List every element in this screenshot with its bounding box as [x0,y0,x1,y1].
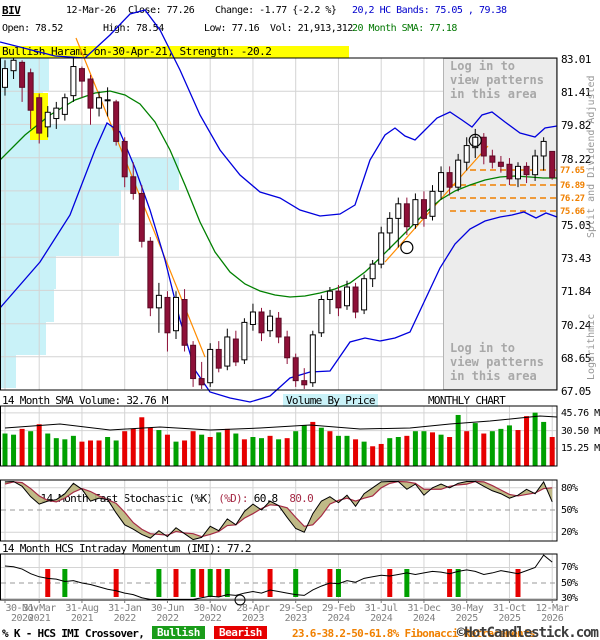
volume-panel-header: 14 Month SMA Volume: 32.76 M Volume By P… [0,394,557,407]
price-tick-label: 81.41 [561,86,591,99]
price-tick-label: 79.82 [561,119,591,132]
volume-by-price-label: Volume By Price [283,394,378,407]
stochastic-d-value: 80.0 [289,492,314,505]
date-tick-label: 31-Jul 2024 [364,603,399,624]
logarithmic-label: Logarithmic [586,313,597,380]
copyright-watermark: ©HotCandlestick.com [456,625,599,640]
fibonacci-level-label: 75.66 [560,207,585,217]
quote-header: BIV 12-Mar-26 Close: 77.26 Change: -1.77… [0,0,600,46]
price-tick-label: 75.03 [561,219,591,232]
fibonacci-level-label: 76.89 [560,181,585,191]
close-value: Close: 77.26 [128,5,195,16]
low-value: Low: 77.16 [204,23,260,34]
date-tick-label: 30-Nov 2020 [5,603,39,624]
price-tick-label: 67.05 [561,385,591,398]
date-tick-label: 12-Mar 2026 [535,603,570,624]
crossover-legend-label: % K - HCS IMI Crossover, [2,627,145,640]
login-notice-text[interactable]: view patterns [450,355,544,369]
stochastic-title: 14 Month Fast Stochastic (%K) [40,492,219,505]
price-tick-label: 73.43 [561,252,591,265]
adjusted-label: Split and Dividend Adjusted [586,75,597,238]
bullish-badge: Bullish [152,626,205,639]
stochastic-tick-label: 20% [561,527,578,538]
date-tick-label: 30-Jun 2022 [150,603,185,624]
pattern-banner: Bullish Harami on-30-Apr-21, Strength: -… [0,46,349,58]
imi-title: 14 Month HCS Intraday Momentum (IMI): 77… [2,542,251,555]
date-tick-label: 30-May 2025 [450,603,484,624]
price-tick-label: 83.01 [561,53,591,66]
fibonacci-level-label: 76.27 [560,194,585,204]
price-tick-label: 70.24 [561,319,591,332]
price-tick-label: 78.22 [561,153,591,166]
hc-bands-value: 20,2 HC Bands: 75.05 , 79.38 [352,5,507,16]
stochastic-panel-header: 14 Month Fast Stochastic (%K) (%D): 60.8… [2,468,559,505]
stochastic-tick-label: 80% [561,483,578,494]
date-tick-label: 31-Jan 2022 [108,603,142,624]
date-tick-label: 29-Feb 2024 [321,603,356,624]
login-notice-text[interactable]: view patterns [450,73,544,87]
ticker-symbol: BIV [2,4,21,17]
price-tick-label: 68.65 [561,352,591,365]
bearish-badge: Bearish [214,626,267,639]
imi-tick-label: 50% [561,578,578,589]
volume-tick-label: 45.76 M [561,408,600,419]
volume-value: Vol: 21,913,312 [270,23,353,34]
date-tick-label: 31-Mar 2021 [22,603,57,624]
imi-tick-label: 30% [561,593,578,604]
monthly-chart-label: MONTHLY CHART [428,394,506,407]
date-tick-label: 31-Dec 2024 [407,603,441,624]
login-notice-text[interactable]: Log in to [450,59,515,73]
date-tick-label: 29-Sep 2023 [279,603,313,624]
sma-value: 20 Month SMA: 77.18 [352,23,457,34]
stochastic-d-label: (%D): [218,492,249,505]
date-tick-label: 31-Oct 2025 [492,603,527,624]
high-value: High: 78.54 [103,23,164,34]
volume-tick-label: 15.25 M [561,443,600,454]
footer-legend: % K - HCS IMI Crossover, Bullish Bearish… [0,625,600,640]
date-tick-label: 31-Aug 2021 [65,603,99,624]
volume-tick-label: 30.50 M [561,426,600,437]
price-tick-label: 71.84 [561,285,591,298]
imi-tick-label: 70% [561,562,578,573]
open-value: Open: 78.52 [2,23,63,34]
fibonacci-level-label: 77.65 [560,166,585,176]
fibonacci-legend-label: 23.6-38.2-50-61.8% Fibonacci Retracement… [292,627,536,640]
date-tick-label: 28-Apr 2023 [236,603,270,624]
login-notice-text[interactable]: in this area [450,369,537,383]
stochastic-k-value: 60.8 [247,492,290,505]
login-notice-text[interactable]: in this area [450,87,537,101]
volume-title: 14 Month SMA Volume: 32.76 M [2,394,169,407]
change-value: Change: -1.77 {-2.2 %} [215,5,337,16]
stochastic-tick-label: 50% [561,505,578,516]
login-notice-text[interactable]: Log in to [450,341,515,355]
date-tick-label: 30-Nov 2022 [193,603,228,624]
quote-date: 12-Mar-26 [66,5,116,16]
